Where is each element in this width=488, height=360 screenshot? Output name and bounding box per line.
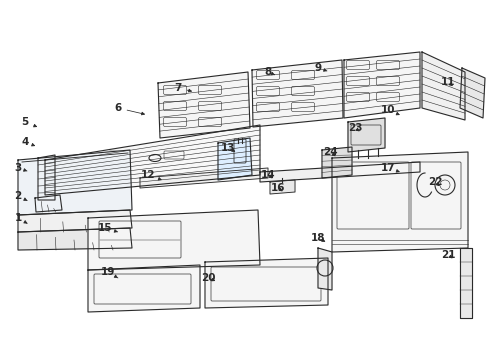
Polygon shape: [269, 180, 294, 194]
Text: 9: 9: [314, 63, 326, 73]
Text: 16: 16: [270, 183, 285, 193]
Text: 6: 6: [114, 103, 144, 115]
Text: 4: 4: [21, 137, 35, 147]
Polygon shape: [35, 195, 62, 212]
Polygon shape: [88, 265, 200, 312]
Text: 20: 20: [201, 273, 215, 283]
Text: 18: 18: [310, 233, 325, 243]
Polygon shape: [421, 52, 464, 120]
Text: 22: 22: [427, 177, 441, 187]
Polygon shape: [347, 118, 384, 152]
Text: 19: 19: [101, 267, 118, 278]
Polygon shape: [343, 52, 419, 118]
Text: 23: 23: [347, 123, 362, 133]
Text: 8: 8: [264, 67, 274, 77]
Text: 7: 7: [174, 83, 191, 93]
Polygon shape: [140, 168, 267, 188]
Polygon shape: [18, 210, 132, 232]
Text: 2: 2: [14, 191, 27, 201]
Polygon shape: [158, 72, 249, 138]
Text: 11: 11: [440, 77, 454, 87]
Text: 21: 21: [440, 250, 454, 260]
Text: 13: 13: [220, 143, 235, 153]
Polygon shape: [317, 248, 331, 290]
Polygon shape: [251, 60, 342, 127]
Text: 12: 12: [141, 170, 161, 180]
Polygon shape: [260, 162, 419, 182]
Polygon shape: [459, 248, 471, 318]
Text: 15: 15: [98, 223, 118, 233]
Text: 5: 5: [21, 117, 37, 127]
Polygon shape: [218, 138, 251, 180]
Text: 1: 1: [14, 213, 27, 223]
Text: 14: 14: [260, 170, 275, 180]
Polygon shape: [18, 228, 132, 250]
Text: 17: 17: [380, 163, 398, 173]
Text: 3: 3: [14, 163, 27, 173]
Polygon shape: [18, 150, 132, 215]
Text: 24: 24: [322, 147, 337, 157]
Polygon shape: [38, 155, 55, 200]
Polygon shape: [88, 210, 260, 270]
Polygon shape: [459, 68, 484, 118]
Polygon shape: [331, 152, 467, 252]
Text: 10: 10: [380, 105, 398, 115]
Polygon shape: [45, 125, 260, 195]
Polygon shape: [204, 258, 327, 308]
Polygon shape: [321, 147, 351, 178]
